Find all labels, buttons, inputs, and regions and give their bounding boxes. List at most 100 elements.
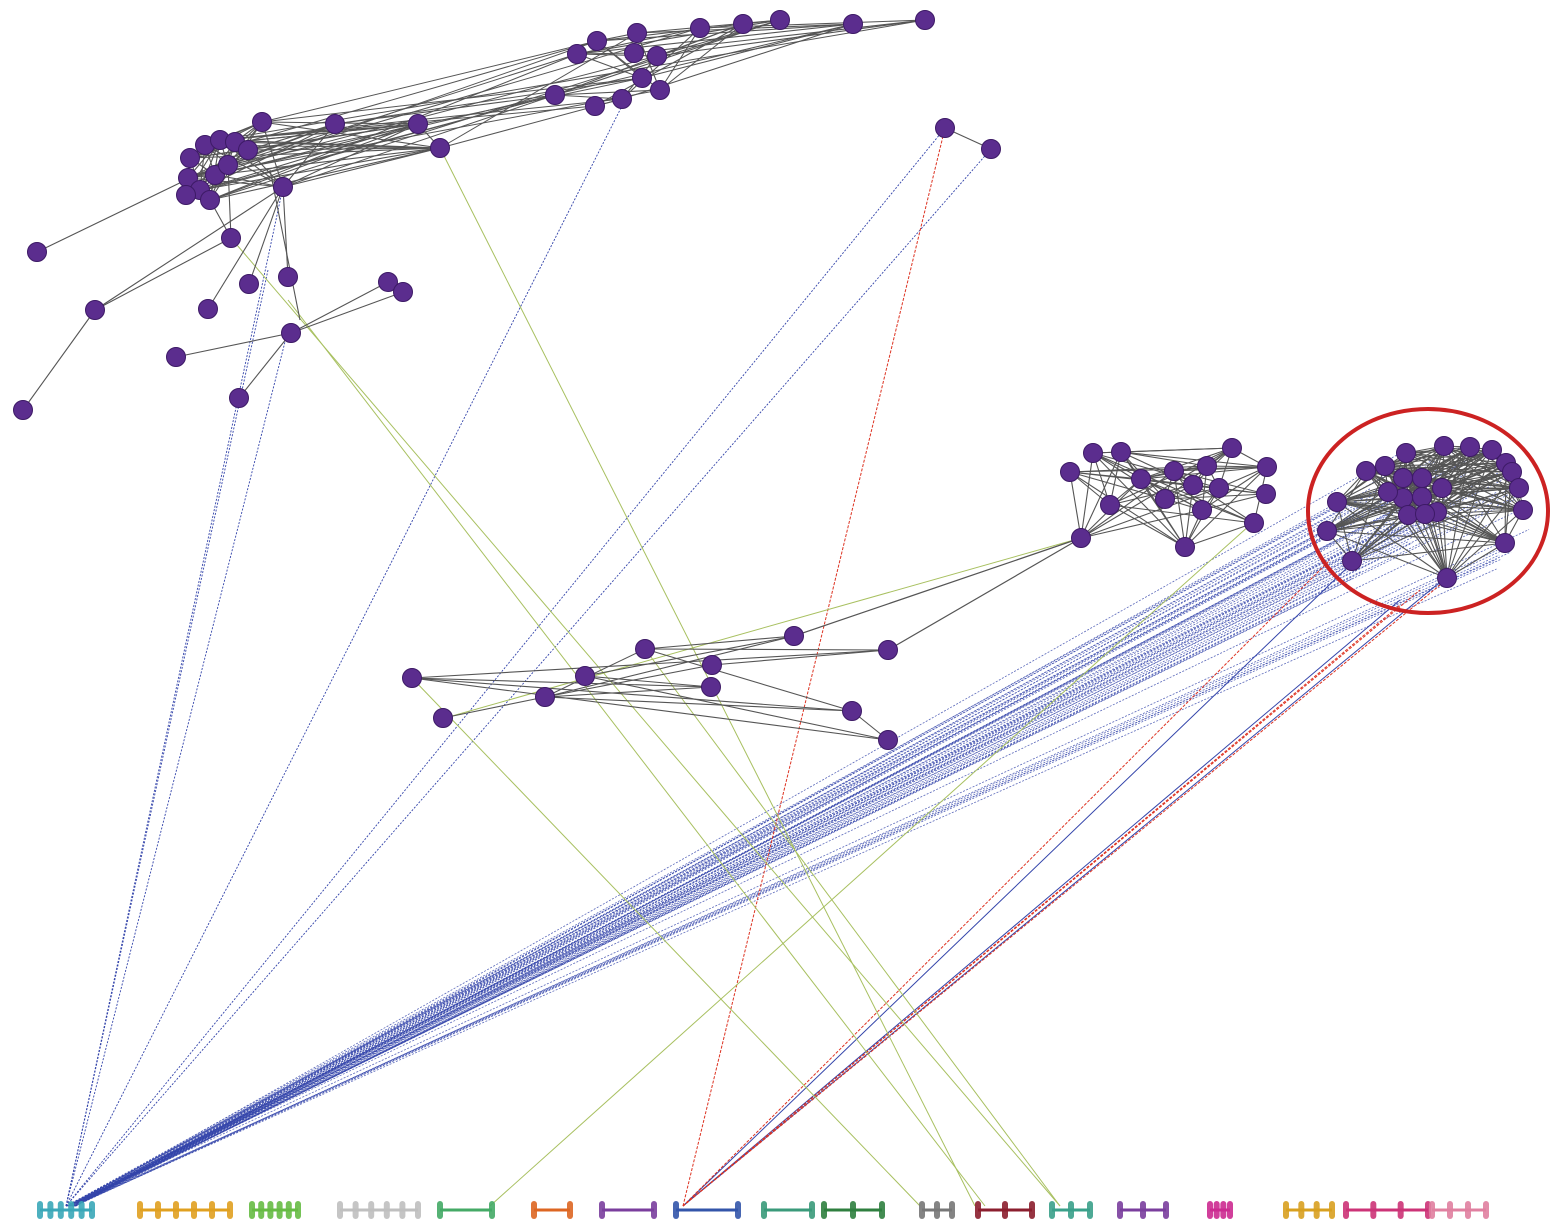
network-node bbox=[842, 701, 862, 721]
gene-marker bbox=[651, 1201, 657, 1219]
network-edge bbox=[1140, 478, 1220, 489]
network-node bbox=[1432, 478, 1452, 498]
network-edge bbox=[36, 177, 191, 253]
cross-link-blue bbox=[68, 510, 1446, 1207]
cross-link-red bbox=[682, 604, 1401, 1207]
network-node bbox=[1415, 504, 1435, 524]
network-edge bbox=[1092, 452, 1255, 524]
gene-marker bbox=[1068, 1201, 1074, 1219]
gene-marker bbox=[879, 1201, 885, 1219]
gene-marker bbox=[1049, 1201, 1055, 1219]
network-node bbox=[239, 274, 259, 294]
gene-marker bbox=[975, 1201, 981, 1219]
network-node bbox=[635, 639, 655, 659]
cross-link-blue bbox=[73, 519, 1409, 1207]
cross-link-blue bbox=[65, 329, 289, 1207]
gene-marker bbox=[191, 1201, 197, 1219]
cross-link-blue bbox=[67, 521, 1394, 1207]
gene-marker bbox=[57, 1201, 64, 1219]
cross-link-blue bbox=[66, 462, 1450, 1207]
network-edge bbox=[209, 19, 781, 201]
network-edge bbox=[1351, 497, 1404, 562]
network-node bbox=[1060, 462, 1080, 482]
network-edge bbox=[22, 309, 96, 411]
network-node bbox=[430, 138, 450, 158]
network-node bbox=[1482, 440, 1502, 460]
network-edge bbox=[187, 27, 701, 179]
network-edge bbox=[644, 648, 889, 651]
cross-link-blue bbox=[68, 488, 1372, 1207]
gene-marker bbox=[249, 1201, 255, 1219]
gene-marker bbox=[1429, 1201, 1435, 1219]
network-node bbox=[690, 18, 710, 38]
gene-marker bbox=[1207, 1201, 1213, 1219]
network-edge bbox=[94, 237, 232, 311]
network-edge bbox=[584, 675, 712, 688]
network-node bbox=[915, 10, 935, 30]
cross-link-green bbox=[439, 147, 976, 1207]
gene-marker bbox=[383, 1201, 390, 1219]
cross-link-blue bbox=[74, 481, 1392, 1207]
gene-marker bbox=[1140, 1201, 1146, 1219]
gene-marker bbox=[1298, 1201, 1305, 1219]
network-node bbox=[935, 118, 955, 138]
network-node bbox=[273, 177, 293, 197]
network-edge bbox=[94, 186, 284, 311]
network-edge bbox=[1421, 496, 1524, 511]
cross-link-green bbox=[644, 648, 1061, 1207]
gene-marker bbox=[673, 1201, 679, 1219]
network-edge bbox=[641, 23, 854, 79]
gene-marker bbox=[949, 1201, 955, 1219]
network-node bbox=[1434, 436, 1454, 456]
network-node bbox=[1197, 456, 1217, 476]
network-edge bbox=[199, 147, 441, 191]
network-node bbox=[632, 68, 652, 88]
network-edge bbox=[1140, 447, 1233, 480]
network-node bbox=[1175, 537, 1195, 557]
cross-link-blue bbox=[68, 499, 1515, 1207]
cross-link-blue bbox=[65, 521, 1410, 1207]
network-edge bbox=[1173, 470, 1186, 548]
network-node bbox=[378, 272, 398, 292]
network-edge bbox=[1206, 465, 1268, 468]
network-edge bbox=[1080, 452, 1094, 539]
network-node bbox=[1071, 528, 1091, 548]
network-edge bbox=[261, 40, 598, 123]
network-node bbox=[198, 299, 218, 319]
network-node bbox=[624, 43, 644, 63]
network-edge bbox=[584, 635, 795, 677]
gene-marker bbox=[1370, 1201, 1377, 1219]
network-edge bbox=[1387, 462, 1507, 493]
cross-link-blue bbox=[68, 446, 1462, 1207]
cross-link-blue bbox=[74, 540, 1410, 1207]
network-node bbox=[1509, 478, 1529, 498]
gene-marker bbox=[437, 1201, 443, 1219]
network-node bbox=[221, 228, 241, 248]
network-edge bbox=[189, 40, 598, 159]
network-edge bbox=[1109, 504, 1255, 524]
cross-link-blue bbox=[70, 559, 1497, 1207]
gene-marker bbox=[1029, 1201, 1035, 1219]
network-edge bbox=[644, 635, 795, 650]
network-node bbox=[1412, 487, 1432, 507]
network-edge bbox=[247, 123, 336, 151]
network-node bbox=[702, 655, 722, 675]
gene-marker bbox=[599, 1201, 605, 1219]
network-edge bbox=[544, 635, 795, 698]
network-edge bbox=[282, 147, 441, 188]
network-edge bbox=[1069, 471, 1082, 539]
network-edge bbox=[1140, 478, 1186, 548]
network-edge bbox=[1069, 465, 1208, 473]
network-edge bbox=[234, 123, 419, 143]
network-node bbox=[238, 140, 258, 160]
network-node bbox=[13, 400, 33, 420]
network-node bbox=[218, 155, 238, 175]
network-edge bbox=[576, 53, 643, 79]
network-node bbox=[535, 687, 555, 707]
network-edge bbox=[793, 537, 1082, 637]
network-edge bbox=[544, 696, 853, 712]
network-node bbox=[612, 89, 632, 109]
gene-marker bbox=[227, 1201, 233, 1219]
network-edge bbox=[269, 169, 301, 321]
network-node bbox=[229, 388, 249, 408]
